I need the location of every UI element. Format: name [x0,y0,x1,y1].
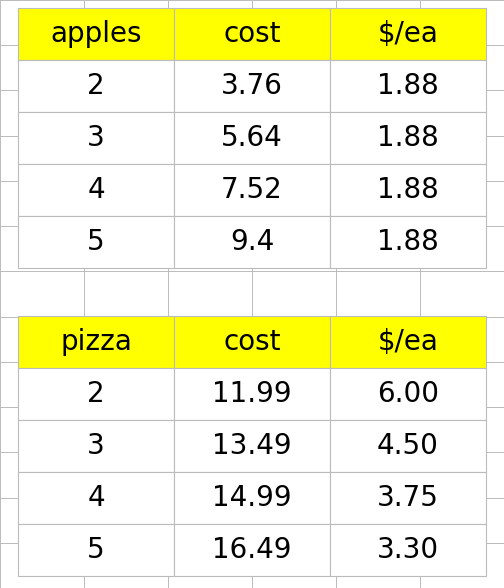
Bar [18,420,174,472]
Bar [174,60,330,112]
Text: pizza: pizza [60,328,132,356]
Text: 5: 5 [87,536,105,564]
Text: 16.49: 16.49 [212,536,292,564]
Bar [330,420,486,472]
Bar [18,316,174,368]
Bar [330,60,486,112]
Bar [174,472,330,524]
Text: apples: apples [50,20,142,48]
Text: 3.75: 3.75 [377,484,439,512]
Bar [174,112,330,164]
Bar [18,60,174,112]
Text: 1.88: 1.88 [377,228,439,256]
Text: 14.99: 14.99 [212,484,292,512]
Bar [330,112,486,164]
Bar [18,8,174,60]
Text: 5.64: 5.64 [221,124,283,152]
Text: $/ea: $/ea [377,20,438,48]
Bar [174,316,330,368]
Bar [330,472,486,524]
Text: 11.99: 11.99 [212,380,292,408]
Text: cost: cost [223,20,281,48]
Text: 3.30: 3.30 [377,536,439,564]
Bar [174,524,330,576]
Bar [18,112,174,164]
Bar [18,368,174,420]
Bar [330,524,486,576]
Bar [330,8,486,60]
Bar [18,524,174,576]
Text: 2: 2 [87,380,105,408]
Bar [174,164,330,216]
Bar [18,472,174,524]
Text: 1.88: 1.88 [377,124,439,152]
Text: 2: 2 [87,72,105,100]
Text: 7.52: 7.52 [221,176,283,204]
Bar [174,216,330,268]
Bar [330,368,486,420]
Text: cost: cost [223,328,281,356]
Bar [330,164,486,216]
Text: 6.00: 6.00 [377,380,439,408]
Text: 13.49: 13.49 [212,432,292,460]
Text: 4.50: 4.50 [377,432,439,460]
Text: 1.88: 1.88 [377,72,439,100]
Text: 3.76: 3.76 [221,72,283,100]
Bar [174,368,330,420]
Text: 4: 4 [87,484,105,512]
Text: 3: 3 [87,124,105,152]
Bar [330,216,486,268]
Text: 4: 4 [87,176,105,204]
Text: $/ea: $/ea [377,328,438,356]
Bar [330,316,486,368]
Bar [18,164,174,216]
Text: 3: 3 [87,432,105,460]
Text: 9.4: 9.4 [230,228,274,256]
Bar [18,216,174,268]
Bar [174,420,330,472]
Bar [174,8,330,60]
Text: 5: 5 [87,228,105,256]
Text: 1.88: 1.88 [377,176,439,204]
